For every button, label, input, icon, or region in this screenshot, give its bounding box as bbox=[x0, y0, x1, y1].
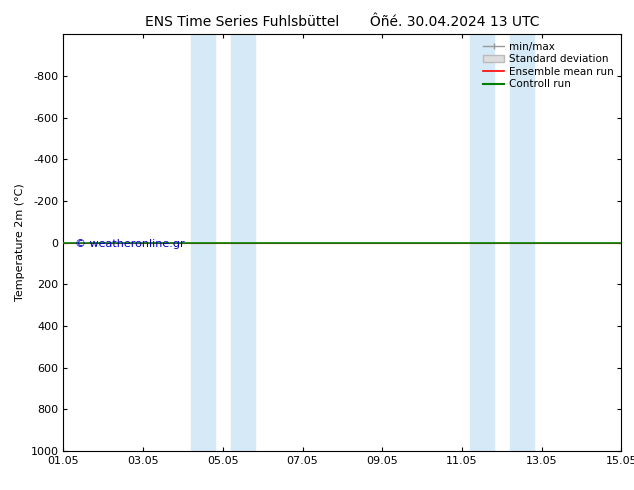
Bar bbox=[470, 34, 494, 451]
Bar bbox=[191, 34, 215, 451]
Legend: min/max, Standard deviation, Ensemble mean run, Controll run: min/max, Standard deviation, Ensemble me… bbox=[481, 40, 616, 92]
Title: ENS Time Series Fuhlsbüttel       Ôñé. 30.04.2024 13 UTC: ENS Time Series Fuhlsbüttel Ôñé. 30.04.2… bbox=[145, 15, 540, 29]
Text: © weatheronline.gr: © weatheronline.gr bbox=[75, 239, 184, 249]
Bar bbox=[510, 34, 534, 451]
Y-axis label: Temperature 2m (°C): Temperature 2m (°C) bbox=[15, 184, 25, 301]
Bar bbox=[231, 34, 255, 451]
